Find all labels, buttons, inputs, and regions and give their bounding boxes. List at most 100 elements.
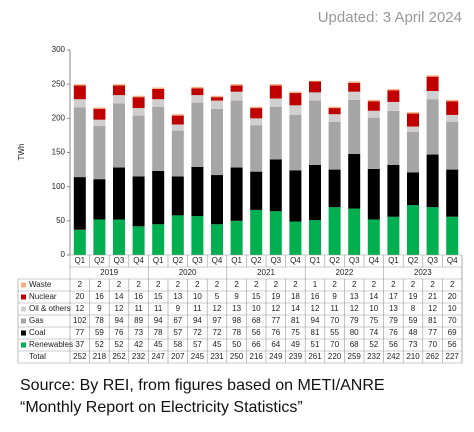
table-cell: 94 xyxy=(154,316,163,325)
table-cell: 2 xyxy=(411,280,416,289)
bar-segment xyxy=(250,125,263,172)
bar-segment xyxy=(348,81,361,83)
table-cell: 261 xyxy=(308,352,322,361)
bar-segment xyxy=(152,106,165,171)
table-cell: 12 xyxy=(350,304,359,313)
year-label: 2020 xyxy=(179,268,197,277)
table-cell: 2 xyxy=(156,280,161,289)
legend-swatch xyxy=(21,306,26,312)
y-tick-label: 300 xyxy=(52,45,66,54)
bar-segment xyxy=(367,219,380,255)
bar-segment xyxy=(211,224,223,255)
table-cell: 232 xyxy=(132,352,146,361)
bar-segment xyxy=(171,130,184,177)
table-cell: 81 xyxy=(428,316,437,325)
table-cell: 97 xyxy=(213,316,222,325)
table-cell: 78 xyxy=(95,316,104,325)
y-tick-label: 0 xyxy=(61,250,66,259)
bar-segment xyxy=(348,82,361,92)
bar-segment xyxy=(191,166,204,217)
table-cell: 12 xyxy=(213,304,222,313)
legend-swatch xyxy=(21,318,26,324)
table-cell: 2 xyxy=(254,280,259,289)
bar-segment xyxy=(309,100,321,165)
bar-segment xyxy=(152,170,165,225)
bar-segment xyxy=(328,106,341,109)
source-line: Source: By REI, from figures based on ME… xyxy=(20,377,385,394)
bar-segment xyxy=(407,112,419,114)
table-cell: 11 xyxy=(193,304,202,313)
table-cell: 94 xyxy=(115,316,124,325)
bar-segment xyxy=(93,125,106,180)
table-cell: 21 xyxy=(428,292,437,301)
table-cell: 14 xyxy=(369,292,378,301)
total-label: Total xyxy=(29,352,46,361)
bar-segment xyxy=(93,179,106,220)
bar-segment xyxy=(367,101,380,111)
y-tick-label: 100 xyxy=(52,182,66,191)
table-cell: 12 xyxy=(271,304,280,313)
bar-segment xyxy=(211,95,223,98)
bar-segment xyxy=(309,80,321,82)
table-cell: 227 xyxy=(446,352,460,361)
table-cell: 79 xyxy=(389,316,398,325)
table-cell: 11 xyxy=(134,304,143,313)
bar-segment xyxy=(152,99,165,107)
table-cell: 216 xyxy=(250,352,264,361)
table-cell: 72 xyxy=(193,328,202,337)
bar-segment xyxy=(132,176,145,227)
bar-segment xyxy=(309,92,321,101)
bar-segment xyxy=(289,170,302,222)
table-cell: 218 xyxy=(93,352,107,361)
table-cell: 64 xyxy=(271,340,280,349)
bar-segment xyxy=(328,108,341,115)
y-tick-label: 50 xyxy=(56,216,65,225)
table-cell: 76 xyxy=(389,328,398,337)
table-cell: 2 xyxy=(176,280,181,289)
bar-segment xyxy=(132,95,145,98)
table-cell: 45 xyxy=(154,340,163,349)
table-cell: 9 xyxy=(332,292,337,301)
table-cell: 11 xyxy=(154,304,163,313)
table-cell: 68 xyxy=(252,316,261,325)
bar-segment xyxy=(269,98,282,107)
x-tick-label: Q4 xyxy=(212,256,223,265)
bar-segment xyxy=(73,85,86,100)
bar-segment xyxy=(93,219,106,255)
table-cell: 252 xyxy=(73,352,87,361)
table-cell: 45 xyxy=(213,340,222,349)
table-cell: 2 xyxy=(215,280,220,289)
table-cell: 76 xyxy=(115,328,124,337)
bar-segment xyxy=(171,215,184,255)
table-cell: 12 xyxy=(311,304,320,313)
table-cell: 210 xyxy=(406,352,420,361)
x-tick-label: Q2 xyxy=(408,256,419,265)
x-tick-label: Q2 xyxy=(251,256,262,265)
table-cell: 52 xyxy=(369,340,378,349)
table-cell: 70 xyxy=(428,340,437,349)
bar-segment xyxy=(446,101,459,115)
table-cell: 81 xyxy=(311,328,320,337)
x-tick-label: Q1 xyxy=(388,256,399,265)
table-cell: 239 xyxy=(289,352,303,361)
table-cell: 73 xyxy=(134,328,143,337)
table-cell: 12 xyxy=(115,304,124,313)
bar-segment xyxy=(191,86,204,89)
bar-segment xyxy=(230,91,243,101)
table-cell: 10 xyxy=(448,304,457,313)
x-tick-label: Q2 xyxy=(172,256,183,265)
year-label: 2023 xyxy=(414,268,432,277)
x-tick-label: Q1 xyxy=(74,256,85,265)
table-cell: 245 xyxy=(191,352,205,361)
bar-segment xyxy=(93,108,106,120)
table-cell: 57 xyxy=(173,328,182,337)
table-cell: 56 xyxy=(389,340,398,349)
bar-segment xyxy=(426,76,439,91)
legend-label: Gas xyxy=(29,316,44,325)
bar-segment xyxy=(387,216,400,255)
table-cell: 16 xyxy=(95,292,104,301)
bar-segment xyxy=(132,108,145,116)
table-cell: 70 xyxy=(330,340,339,349)
table-cell: 59 xyxy=(95,328,104,337)
bar-segment xyxy=(113,84,125,86)
